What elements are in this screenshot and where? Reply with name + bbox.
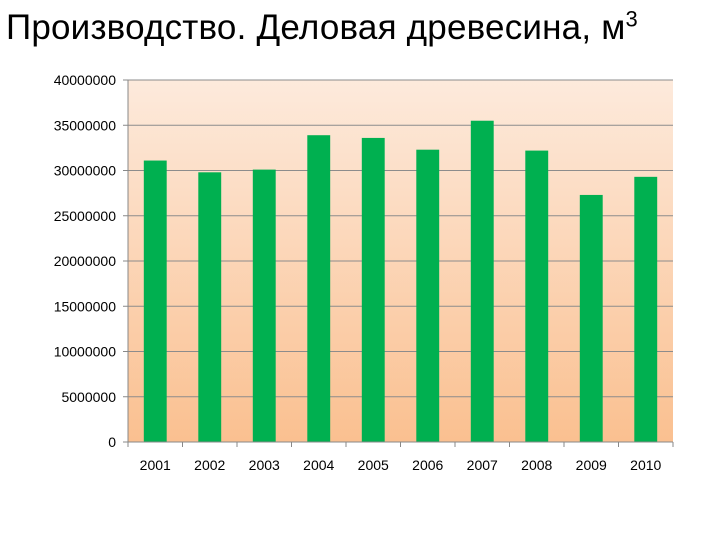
title-text: Производство. Деловая древесина, м xyxy=(6,8,626,47)
bar-2002 xyxy=(198,172,222,442)
x-axis-ticks: 2001 2002 2003 2004 2005 2006 2007 2008 2009 2010 xyxy=(127,442,674,473)
x-tick-label: 2008 xyxy=(521,457,552,473)
y-tick-label: 25000000 xyxy=(54,208,117,224)
y-tick-label: 10000000 xyxy=(54,344,117,360)
y-tick-label: 30000000 xyxy=(54,163,117,179)
x-tick-label: 2002 xyxy=(194,457,225,473)
x-tick-label: 2010 xyxy=(630,457,661,473)
y-tick-label: 40000000 xyxy=(54,72,117,88)
title-superscript: 3 xyxy=(625,6,638,32)
bar-2009 xyxy=(579,194,603,442)
bars xyxy=(143,120,658,443)
bar-2008 xyxy=(525,150,549,442)
bar-2006 xyxy=(416,149,440,442)
x-tick-label: 2007 xyxy=(467,457,498,473)
bar-2005 xyxy=(361,137,385,443)
x-tick-label: 2005 xyxy=(358,457,389,473)
bar-2004 xyxy=(307,135,331,442)
x-tick-label: 2001 xyxy=(140,457,171,473)
bar-2010 xyxy=(634,176,658,442)
x-tick-label: 2004 xyxy=(303,457,334,473)
y-tick-label: 15000000 xyxy=(54,298,117,314)
x-tick-label: 2006 xyxy=(412,457,443,473)
bar-2007 xyxy=(470,120,494,442)
y-tick-label: 20000000 xyxy=(54,253,117,269)
x-tick-label: 2003 xyxy=(249,457,280,473)
page-title: Производство. Деловая древесина, м3 xyxy=(6,8,638,48)
y-axis-ticks: 0 5000000 10000000 15000000 20000000 25000000… xyxy=(54,72,128,450)
y-tick-label: 35000000 xyxy=(54,117,117,133)
x-tick-label: 2009 xyxy=(576,457,607,473)
bar-2003 xyxy=(252,169,276,442)
bar-2001 xyxy=(143,160,167,443)
y-tick-label: 0 xyxy=(108,434,116,450)
y-tick-label: 5000000 xyxy=(61,389,116,405)
